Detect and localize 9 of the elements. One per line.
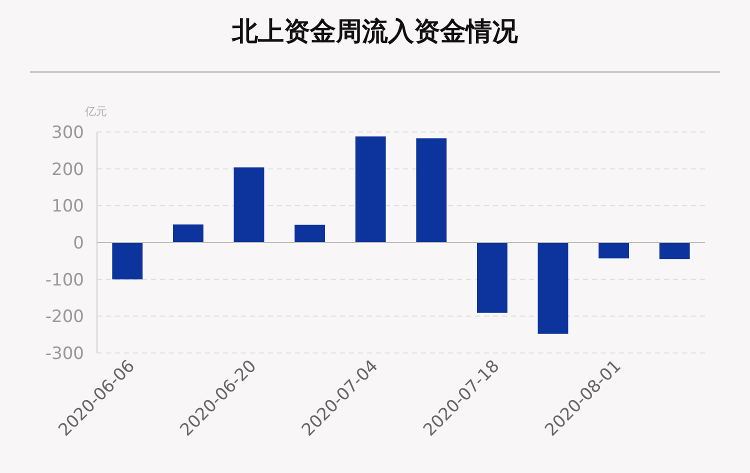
- ytick: 300: [52, 123, 84, 143]
- ylabel: 亿元: [85, 105, 107, 118]
- ytick: 200: [52, 160, 84, 180]
- ytick: 100: [52, 196, 84, 217]
- ytick: 0: [73, 234, 84, 254]
- title: 北上资金周流入资金情况: [232, 17, 518, 47]
- ytick: -200: [45, 307, 84, 328]
- ytick: -100: [45, 270, 84, 290]
- ytick: -300: [45, 344, 84, 364]
